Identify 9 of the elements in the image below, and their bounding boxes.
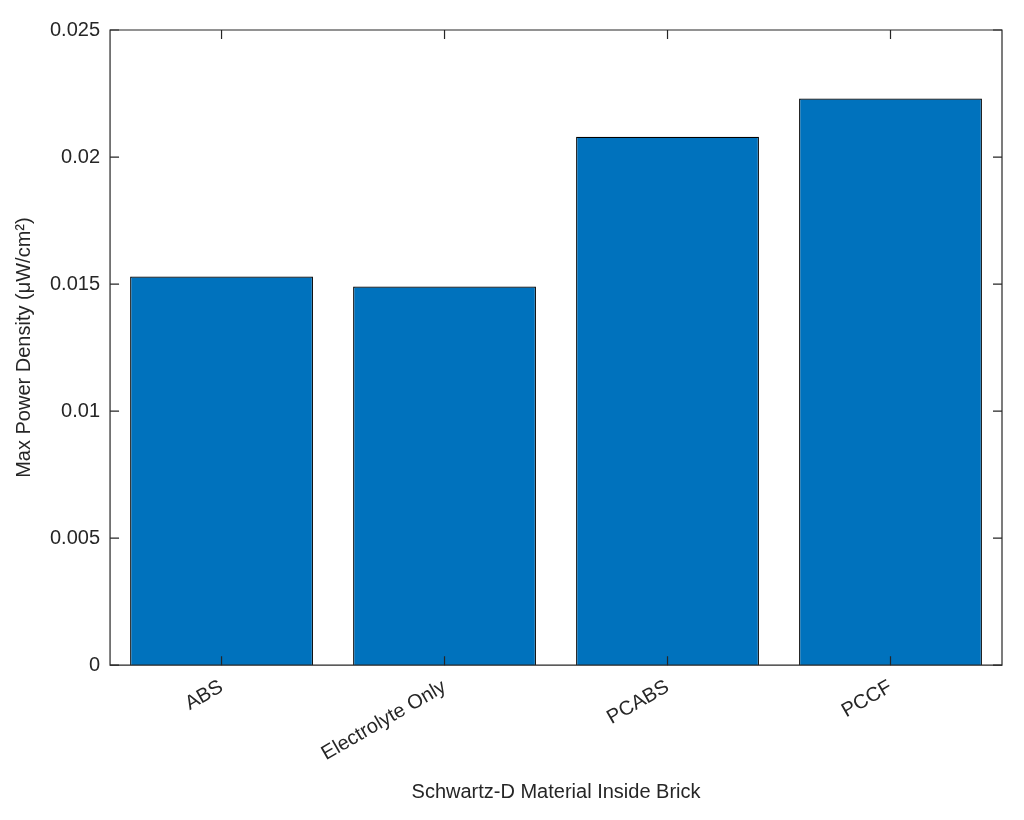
y-tick-label: 0.025 [49,17,101,40]
y-tick-label: 0.01 [61,398,101,421]
x-axis-title: Schwartz-D Material Inside Brick [411,779,702,802]
y-tick-label: 0 [88,652,101,675]
y-tick-label: 0.015 [49,271,101,294]
y-axis-title: Max Power Density (μW/cm²) [11,217,34,478]
x-tick-label: ABS [180,674,227,714]
y-tick-label: 0.02 [61,144,101,167]
y-tick-label: 0.005 [49,525,101,548]
